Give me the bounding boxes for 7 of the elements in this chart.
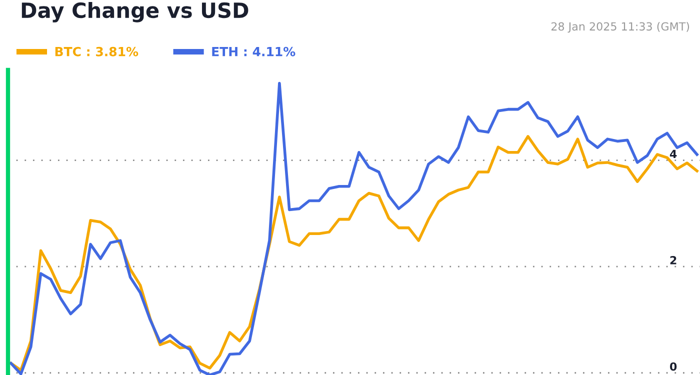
y-tick-label: 2 [670, 256, 676, 264]
y-tick-label: 4 [670, 150, 677, 158]
text: 28 Jan 2025 11:33 (GMT) [551, 22, 690, 33]
y-tick-label: 0 [670, 362, 677, 371]
chart-title: Day Change vs USD [22, 2, 248, 22]
legend-label: ETH : 4.11% [212, 46, 296, 56]
legend-label: BTC : 3.81% [55, 46, 138, 56]
